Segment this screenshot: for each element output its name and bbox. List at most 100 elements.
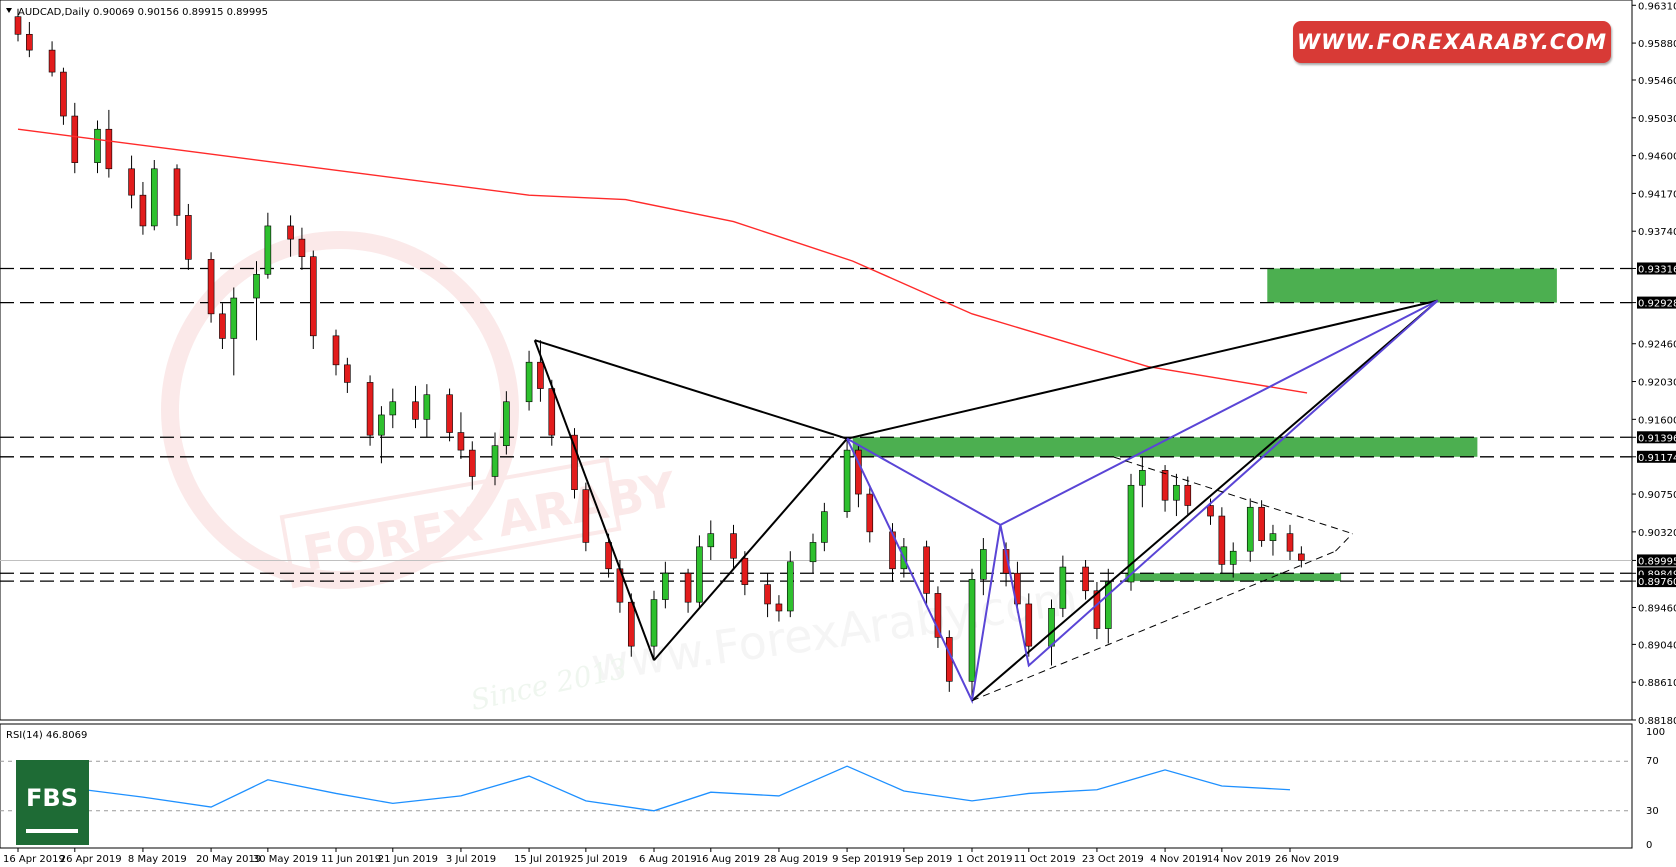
candle-body (332, 335, 340, 366)
time-tick-label: 20 May 2019 (196, 854, 261, 865)
price-tick-label: 0.91396 (1638, 433, 1676, 444)
fbs-logo: FBS (16, 760, 89, 845)
candle-body (287, 225, 294, 240)
zone-rect (852, 437, 1478, 457)
price-tick-label: 0.95030 (1638, 114, 1676, 125)
price-tick-label: 0.93740 (1638, 227, 1676, 238)
price-tick-label: 0.92030 (1638, 378, 1676, 389)
candle-body (1207, 505, 1214, 517)
dropdown-arrow-icon[interactable] (6, 8, 12, 13)
candle-body (48, 49, 56, 73)
candle-body (173, 168, 181, 216)
pattern-line (846, 299, 1439, 526)
time-tick-label: 26 Nov 2019 (1275, 854, 1339, 865)
candle-body (1059, 566, 1067, 609)
time-tick-label: 25 Jul 2019 (571, 854, 628, 865)
candle-body (1048, 608, 1055, 647)
svg-text:Since 2013: Since 2013 (468, 652, 630, 717)
rsi-title: RSI(14) 46.8069 (6, 730, 87, 741)
time-tick-label: 8 May 2019 (128, 854, 187, 865)
candles (14, 8, 1305, 701)
pattern-line (971, 550, 1336, 702)
candle-body (1025, 603, 1033, 647)
candle-body (468, 449, 476, 477)
svg-text:www.ForexAraby.com: www.ForexAraby.com (588, 570, 1081, 692)
time-tick-label: 9 Sep 2019 (832, 854, 889, 865)
candle-body (264, 225, 272, 275)
harmonic-pattern (533, 299, 1439, 704)
candle-body (537, 361, 544, 389)
time-tick-label: 6 Aug 2019 (639, 854, 697, 865)
candle-body (185, 215, 192, 260)
time-tick-label: 16 Apr 2019 (3, 854, 65, 865)
rsi-axis: 100 70 30 0 (1646, 727, 1665, 851)
candle-body (741, 557, 749, 585)
candle-body (344, 364, 351, 383)
candle-body (503, 401, 510, 447)
moving-average (17, 128, 1308, 394)
candle-body (1093, 590, 1101, 629)
pattern-line (653, 438, 848, 661)
price-tick-label: 0.90320 (1638, 528, 1676, 539)
candle-body (219, 313, 226, 339)
candle-body (605, 542, 612, 570)
candle-body (548, 388, 556, 436)
price-axis: 0.96310 0.95880 0.95460 0.95030 0.94600 0.941… (1632, 1, 1676, 727)
candle-body (26, 33, 33, 51)
rsi-tick-label: 70 (1646, 756, 1659, 767)
rsi-pane: RSI(14) 46.8069 100 70 30 0 (0, 723, 1665, 851)
candle-body (1082, 566, 1089, 592)
time-tick-label: 16 Aug 2019 (696, 854, 760, 865)
price-tick-label: 0.96310 (1638, 1, 1676, 12)
rsi-tick-label: 30 (1646, 806, 1659, 817)
fbs-logo-bar (26, 829, 78, 833)
forexaraby-banner[interactable]: WWW.FOREXARABY.COM (1293, 21, 1611, 63)
price-tick-label: 0.90750 (1638, 490, 1676, 501)
candle-body (1246, 506, 1254, 552)
candle-body (582, 489, 590, 543)
time-tick-label: 21 Jun 2019 (378, 854, 438, 865)
candle-body (843, 449, 851, 512)
time-tick-label: 15 Jul 2019 (514, 854, 571, 865)
zones (852, 268, 1557, 582)
pattern-line (1113, 456, 1353, 535)
time-tick-label: 3 Jul 2019 (446, 854, 496, 865)
candle-body (207, 259, 215, 315)
price-tick-label: 0.88610 (1638, 678, 1676, 689)
rsi-pane-border (0, 723, 1633, 849)
candle-body (821, 511, 828, 543)
candle-body (60, 71, 67, 117)
candle-body (94, 128, 101, 163)
candle-body (764, 584, 771, 605)
rsi-tick-label: 0 (1646, 840, 1652, 851)
candle-body (1218, 515, 1226, 565)
price-tick-label: 0.94600 (1638, 152, 1676, 163)
candle-body (696, 546, 703, 603)
time-tick-label: 11 Oct 2019 (1014, 854, 1076, 865)
time-tick-label: 4 Nov 2019 (1150, 854, 1208, 865)
price-pane-border (0, 0, 1633, 721)
candle-body (128, 168, 135, 196)
candle-body (662, 572, 669, 600)
price-label-box (1637, 554, 1676, 567)
candle-body (525, 361, 533, 403)
candle-body (980, 549, 987, 580)
candle-body (786, 561, 794, 612)
candle-body (707, 533, 715, 548)
time-tick-label: 23 Oct 2019 (1082, 854, 1144, 865)
candle-body (809, 542, 817, 563)
rsi-tick-label: 100 (1646, 727, 1665, 738)
price-label-box (1637, 431, 1676, 444)
candle-body (423, 394, 431, 420)
candle-body (298, 238, 306, 258)
banner-text: WWW.FOREXARABY.COM (1297, 30, 1607, 54)
rsi-series (17, 765, 1291, 812)
candle-body (627, 601, 635, 647)
candle-body (1269, 533, 1277, 541)
time-tick-label: 26 Apr 2019 (60, 854, 122, 865)
pattern-line (533, 339, 655, 661)
candle-body (14, 16, 22, 35)
candle-body (1173, 484, 1180, 501)
